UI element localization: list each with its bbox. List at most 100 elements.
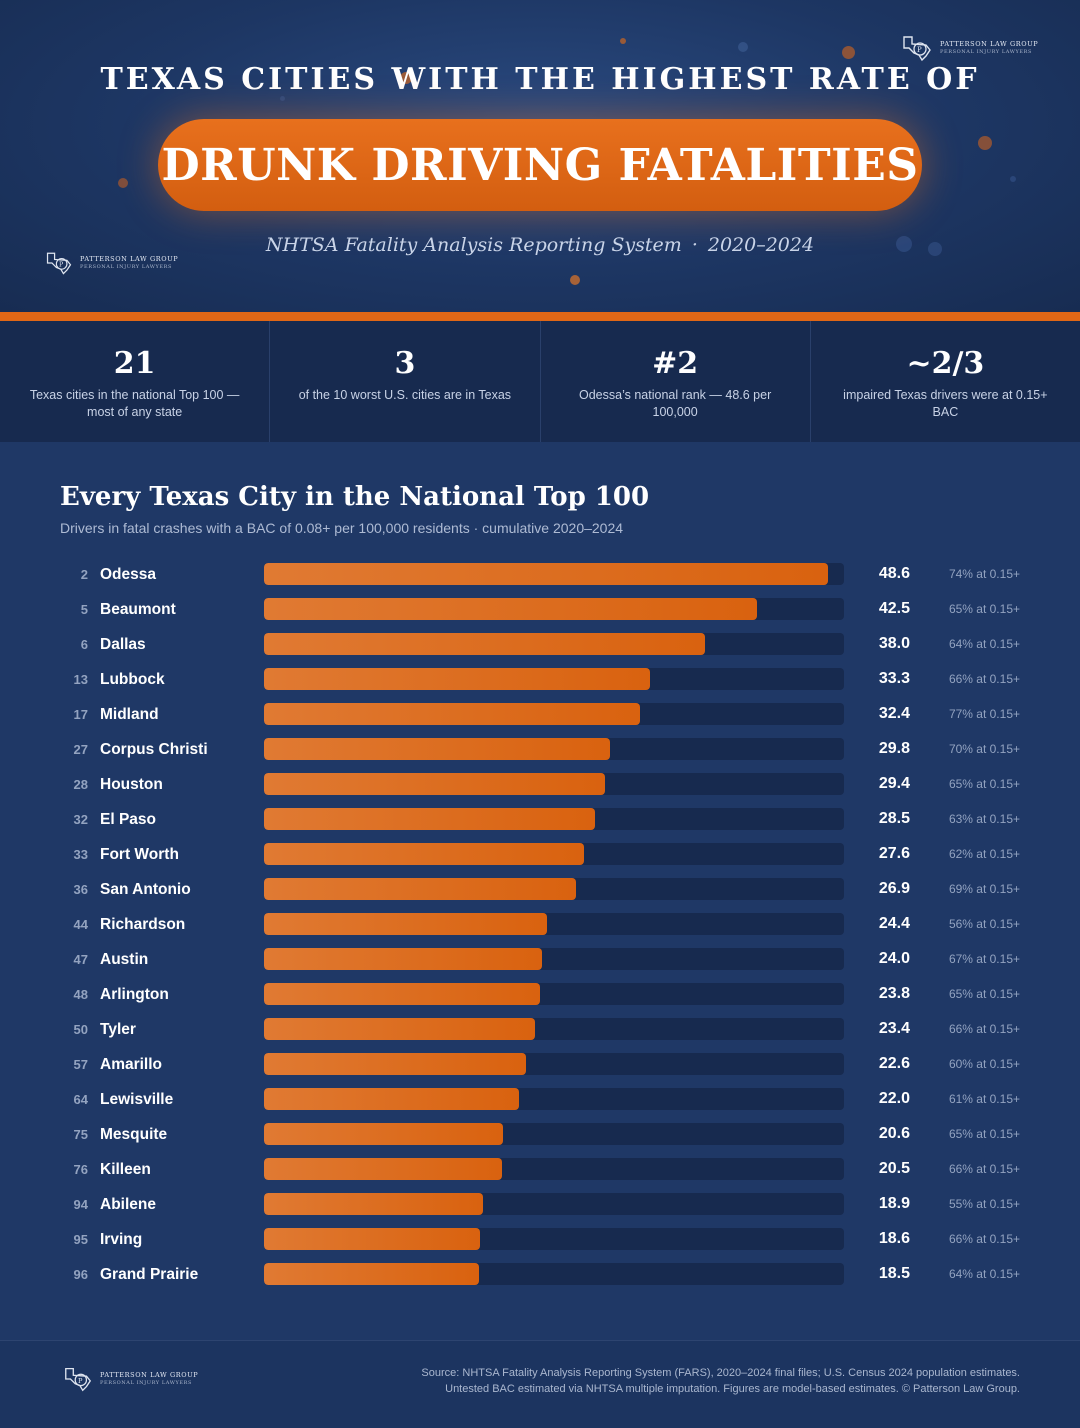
bar <box>264 1018 535 1040</box>
bar-track <box>264 808 844 830</box>
value-label: 18.6 <box>878 1230 910 1247</box>
stat-card: 21 Texas cities in the national Top 100 … <box>0 321 271 442</box>
chart-row: 48 Arlington 23.8 65% at 0.15+ <box>0 976 1080 1011</box>
hero-subtitle-years: 2020–2024 <box>707 234 815 256</box>
chart-row: 47 Austin 24.0 67% at 0.15+ <box>0 941 1080 976</box>
decor-dot <box>280 96 285 101</box>
decor-dot <box>400 72 412 84</box>
rank-label: 6 <box>80 637 88 652</box>
bar-track <box>264 1053 844 1075</box>
rank-label: 17 <box>73 707 88 722</box>
chart-row: 17 Midland 32.4 77% at 0.15+ <box>0 696 1080 731</box>
city-label: Austin <box>100 951 149 968</box>
chart-row: 57 Amarillo 22.6 60% at 0.15+ <box>0 1046 1080 1081</box>
chart-row: 75 Mesquite 20.6 65% at 0.15+ <box>0 1116 1080 1151</box>
bar-track <box>264 738 844 760</box>
bar-track <box>264 633 844 655</box>
value-label: 32.4 <box>878 705 910 722</box>
bar-track <box>264 668 844 690</box>
bac-share-label: 61% at 0.15+ <box>948 1092 1020 1106</box>
chart-row: 50 Tyler 23.4 66% at 0.15+ <box>0 1011 1080 1046</box>
rank-label: 57 <box>73 1057 88 1072</box>
decor-dot <box>896 236 912 252</box>
texas-logo-icon: P <box>65 1367 92 1392</box>
city-label: Beaumont <box>100 601 176 618</box>
decor-dot <box>928 242 942 256</box>
rank-label: 44 <box>73 917 88 932</box>
value-label: 27.6 <box>878 845 910 862</box>
source-line: Untested BAC estimated via NHTSA multipl… <box>445 1383 1020 1395</box>
chart-row: 96 Grand Prairie 18.5 64% at 0.15+ <box>0 1256 1080 1291</box>
stat-value: ~2/3 <box>906 346 985 381</box>
brand-tagline: PERSONAL INJURY LAWYERS <box>100 1380 193 1386</box>
bac-share-label: 65% at 0.15+ <box>948 1127 1020 1141</box>
value-label: 33.3 <box>878 670 910 687</box>
stat-label: of the 10 worst U.S. cities are in Texas <box>298 388 512 402</box>
brand-name: PATTERSON LAW GROUP <box>940 40 1039 48</box>
rank-label: 28 <box>73 777 88 792</box>
decor-dot <box>118 178 128 188</box>
bar <box>264 773 605 795</box>
decor-dot <box>620 38 626 44</box>
bac-share-label: 69% at 0.15+ <box>948 882 1020 896</box>
bac-share-label: 60% at 0.15+ <box>948 1057 1020 1071</box>
brand-tagline: PERSONAL INJURY LAWYERS <box>80 264 173 270</box>
city-label: El Paso <box>100 811 156 828</box>
bac-share-label: 70% at 0.15+ <box>948 742 1020 756</box>
texas-logo-icon: P <box>903 36 931 62</box>
value-label: 20.5 <box>878 1160 910 1177</box>
chart-row: 76 Killeen 20.5 66% at 0.15+ <box>0 1151 1080 1186</box>
bar <box>264 703 640 725</box>
bar <box>264 1158 502 1180</box>
city-label: Dallas <box>100 636 146 653</box>
orange-divider <box>0 312 1080 321</box>
bac-share-label: 66% at 0.15+ <box>948 1162 1020 1176</box>
chart-row: 32 El Paso 28.5 63% at 0.15+ <box>0 801 1080 836</box>
bar-track <box>264 773 844 795</box>
source-note: Source: NHTSA Fatality Analysis Reportin… <box>421 1365 1020 1397</box>
chart-row: 33 Fort Worth 27.6 62% at 0.15+ <box>0 836 1080 871</box>
value-label: 29.4 <box>878 775 910 792</box>
bar-track <box>264 1018 844 1040</box>
chart-row: 2 Odessa 48.6 74% at 0.15+ <box>0 556 1080 591</box>
rank-label: 64 <box>73 1092 88 1107</box>
rank-label: 95 <box>73 1232 88 1247</box>
value-label: 26.9 <box>878 880 910 897</box>
hero-title-pill: DRUNK DRIVING FATALITIES <box>158 119 922 211</box>
chart-row: 94 Abilene 18.9 55% at 0.15+ <box>0 1186 1080 1221</box>
bac-share-label: 66% at 0.15+ <box>948 1022 1020 1036</box>
value-label: 23.8 <box>878 985 910 1002</box>
bac-share-label: 65% at 0.15+ <box>948 987 1020 1001</box>
svg-text:P: P <box>917 46 922 54</box>
decor-dot <box>570 275 580 285</box>
value-label: 22.6 <box>878 1055 910 1072</box>
decor-dot <box>1010 176 1016 182</box>
bac-share-label: 64% at 0.15+ <box>948 1267 1020 1281</box>
bar <box>264 843 584 865</box>
city-label: Mesquite <box>100 1126 168 1143</box>
value-label: 20.6 <box>878 1125 910 1142</box>
city-label: San Antonio <box>100 881 191 898</box>
decor-dot <box>738 42 748 52</box>
bar <box>264 1228 480 1250</box>
value-label: 24.0 <box>878 950 910 967</box>
rank-label: 27 <box>73 742 88 757</box>
stat-card: ~2/3 impaired Texas drivers were at 0.15… <box>811 321 1080 442</box>
bar <box>264 598 757 620</box>
stat-label: Texas cities in the national Top 100 — m… <box>29 388 240 419</box>
hero-title-top: TEXAS CITIES WITH THE HIGHEST RATE OF <box>100 62 980 97</box>
bar-track <box>264 878 844 900</box>
value-label: 38.0 <box>878 635 910 652</box>
hero-subtitle-separator: · <box>691 234 698 256</box>
rank-label: 2 <box>80 567 88 582</box>
rank-label: 32 <box>73 812 88 827</box>
bac-share-label: 66% at 0.15+ <box>948 672 1020 686</box>
value-label: 24.4 <box>878 915 910 932</box>
city-label: Corpus Christi <box>100 741 208 758</box>
bar <box>264 738 610 760</box>
bac-share-label: 55% at 0.15+ <box>948 1197 1020 1211</box>
bar <box>264 633 705 655</box>
city-label: Amarillo <box>100 1056 163 1073</box>
rank-label: 13 <box>73 672 88 687</box>
value-label: 23.4 <box>878 1020 910 1037</box>
